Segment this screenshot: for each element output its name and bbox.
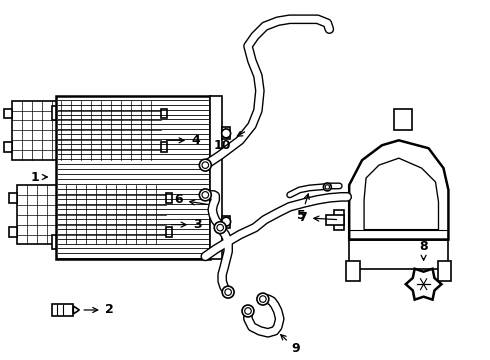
Circle shape <box>245 308 251 314</box>
Polygon shape <box>406 269 441 300</box>
Circle shape <box>199 189 211 201</box>
Circle shape <box>199 159 211 171</box>
Text: 10: 10 <box>214 131 245 152</box>
Circle shape <box>222 286 234 298</box>
Text: 5: 5 <box>297 194 309 222</box>
Circle shape <box>260 296 266 302</box>
Circle shape <box>323 183 331 191</box>
Bar <box>9 227 17 237</box>
Bar <box>334 210 344 230</box>
Polygon shape <box>74 306 79 314</box>
Bar <box>4 142 12 152</box>
Text: 9: 9 <box>281 335 300 355</box>
Bar <box>161 142 167 152</box>
Circle shape <box>225 289 231 296</box>
Bar <box>161 109 167 118</box>
Text: 1: 1 <box>30 171 48 184</box>
Text: 8: 8 <box>419 240 428 260</box>
Bar <box>51 235 56 249</box>
Bar <box>4 109 12 118</box>
Circle shape <box>202 192 209 198</box>
Circle shape <box>257 293 269 305</box>
Bar <box>349 239 448 269</box>
Bar <box>438 261 451 281</box>
Bar <box>51 304 74 316</box>
Bar <box>9 193 17 203</box>
Text: 3: 3 <box>172 218 202 231</box>
Text: 4: 4 <box>167 134 200 147</box>
Text: 2: 2 <box>84 303 113 316</box>
Bar <box>51 105 56 121</box>
Bar <box>166 193 171 203</box>
Bar <box>326 215 344 225</box>
Bar <box>166 227 171 237</box>
Circle shape <box>217 224 223 231</box>
Polygon shape <box>349 140 448 239</box>
Bar <box>12 100 161 160</box>
Circle shape <box>221 129 231 138</box>
Bar <box>17 185 166 244</box>
Circle shape <box>242 305 254 317</box>
Bar <box>346 261 360 281</box>
Text: 7: 7 <box>298 211 337 224</box>
Circle shape <box>214 222 226 234</box>
Bar <box>222 216 230 228</box>
Bar <box>210 96 222 260</box>
Bar <box>56 96 210 260</box>
Circle shape <box>202 162 209 168</box>
Bar <box>222 127 230 139</box>
Bar <box>394 109 412 130</box>
Circle shape <box>325 185 330 189</box>
Text: 6: 6 <box>174 193 208 206</box>
Circle shape <box>221 217 231 226</box>
